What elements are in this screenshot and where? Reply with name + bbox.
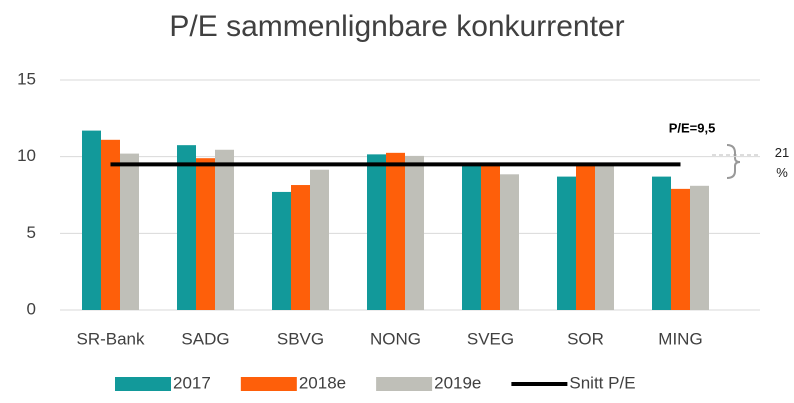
x-tick-label: SADG: [181, 329, 229, 348]
bar: [310, 169, 329, 310]
legend-label: 2019e: [434, 373, 481, 392]
y-tick-label: 15: [17, 69, 36, 88]
x-tick-label: SOR: [567, 329, 604, 348]
bar: [120, 153, 139, 310]
bar: [101, 139, 120, 310]
y-tick-label: 0: [27, 299, 36, 318]
bar: [196, 158, 215, 310]
legend-label: 2017: [173, 373, 211, 392]
legend-swatch: [240, 377, 297, 391]
y-tick-label: 5: [27, 223, 36, 242]
legend-label: Snitt P/E: [569, 373, 635, 392]
bar: [272, 191, 291, 310]
bar: [652, 176, 671, 310]
annotation: 21 %: [774, 145, 790, 180]
bar: [557, 176, 576, 310]
brace: [726, 144, 741, 179]
x-tick-label: SR-Bank: [76, 329, 145, 348]
bar: [576, 164, 595, 310]
x-tick-label: NONG: [370, 329, 421, 348]
bar: [367, 154, 386, 310]
bar: [690, 185, 709, 310]
bar: [405, 155, 424, 310]
bar: [481, 165, 500, 310]
bar: [462, 164, 481, 310]
x-tick-label: SVEG: [467, 329, 514, 348]
bar: [215, 149, 234, 310]
x-tick-label: MING: [658, 329, 702, 348]
legend-label: 2018e: [299, 373, 346, 392]
legend-swatch: [115, 377, 171, 391]
x-tick-label: SBVG: [277, 329, 324, 348]
legend-swatch: [376, 377, 433, 391]
bar: [82, 130, 101, 310]
bar: [595, 164, 614, 310]
bar: [291, 185, 310, 310]
bar: [386, 152, 405, 310]
bar: [177, 145, 196, 310]
y-tick-label: 10: [17, 146, 36, 165]
chart-title: P/E sammenlignbare konkurrenter: [169, 10, 624, 43]
annotation: P/E=9,5: [669, 120, 716, 135]
bar: [500, 174, 519, 310]
bar: [671, 188, 690, 310]
